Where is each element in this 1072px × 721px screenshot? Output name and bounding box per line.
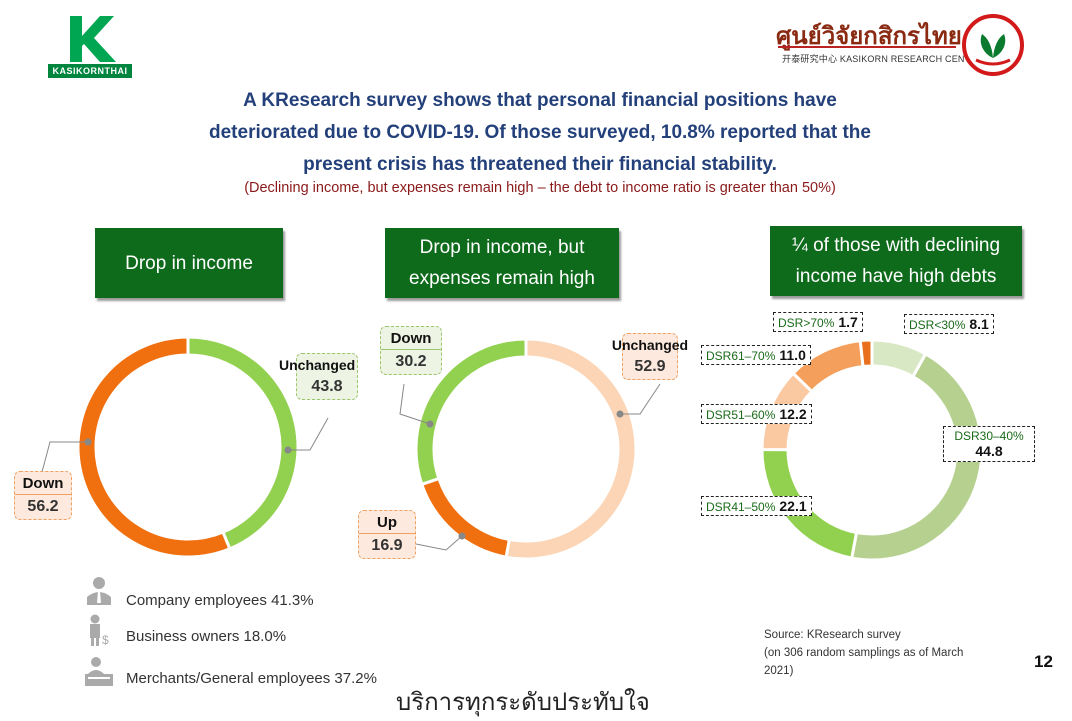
panel-3-title-line-2: income have high debts: [795, 266, 997, 287]
donut-chart-2: [414, 337, 638, 561]
label-c3-dsr-gt70-value: 1.7: [838, 314, 858, 330]
business-owner-icon: $: [90, 614, 109, 646]
occupation-merchants: Merchants/General employees 37.2%: [126, 670, 377, 687]
label-c2-unchanged-name: Unchanged: [611, 337, 689, 353]
donut-slice-up: [419, 476, 512, 559]
leader-dots: [84, 410, 624, 540]
label-c3-dsr-41-50-value: 22.1: [779, 498, 807, 514]
kasikornthai-text: KASIKORNTHAI: [48, 64, 132, 78]
label-c2-unchanged-value: 52.9: [634, 358, 666, 375]
label-c3-dsr-lt30-name: DSR<30%: [909, 318, 966, 332]
label-c3-dsr-61-70-value: 11.0: [779, 347, 806, 363]
label-c3-dsr-lt30-value: 8.1: [969, 316, 989, 332]
label-c2-unchanged: Unchanged 52.9: [612, 333, 688, 380]
label-c3-dsr-61-70-name: DSR61–70%: [706, 349, 776, 363]
leader-dot: [426, 420, 434, 428]
occupation-business-owners: Business owners 18.0%: [126, 628, 287, 645]
headline-line-1: A KResearch survey shows that personal f…: [243, 90, 837, 111]
donut-slice-down: [76, 335, 232, 559]
panel-2-title-line-2: expenses remain high: [409, 268, 595, 289]
source-note: Source: KResearch survey (on 306 random …: [764, 626, 1014, 680]
leader-dot: [84, 438, 92, 446]
svg-text:$: $: [102, 633, 109, 646]
kresearch-thai-name: ศูนย์วิจัยกสิกรไทย: [776, 21, 962, 50]
panel-2-title-line-1: Drop in income, but: [419, 237, 585, 258]
leader-c2-up: [415, 535, 463, 551]
headline-line-2: deteriorated due to COVID-19. Of those s…: [209, 122, 871, 143]
kbank-seal-icon: [962, 14, 1024, 76]
label-c2-down-name: Down: [381, 327, 441, 350]
leader-dot: [458, 532, 466, 540]
merchant-icon: [85, 657, 113, 686]
donut-slice-unchanged: [504, 337, 638, 561]
donut-slice-dsr-70-: [858, 338, 874, 369]
donut-slice-down: [414, 337, 528, 487]
label-c3-dsr-51-60: DSR51–60% 12.2: [701, 404, 812, 424]
label-c1-unchanged-name: Unchanged: [279, 357, 356, 373]
label-c3-dsr-41-50-name: DSR41–50%: [706, 500, 776, 514]
label-c2-up-name: Up: [359, 511, 415, 534]
source-line-3: 2021): [764, 665, 794, 677]
leader-c2-unchanged: [620, 383, 661, 415]
source-line-1: Source: KResearch survey: [764, 629, 901, 641]
kresearch-subname: 开泰研究中心 KASIKORN RESEARCH CENTER: [782, 54, 984, 64]
label-c1-down-value: 56.2: [27, 498, 59, 515]
label-c2-up: Up 16.9: [358, 510, 416, 559]
logo-divider: [778, 46, 956, 48]
headline-line-3: present crisis has threatened their fina…: [303, 154, 777, 175]
label-c3-dsr-51-60-value: 12.2: [779, 406, 807, 422]
label-c3-dsr-41-50: DSR41–50% 22.1: [701, 496, 812, 516]
headline-subtitle: (Declining income, but expenses remain h…: [244, 180, 836, 196]
panel-3-title-line-1: ¼ of those with declining: [791, 235, 1001, 256]
label-c3-dsr-gt70-name: DSR>70%: [778, 316, 835, 330]
k-logo-icon: [70, 16, 116, 62]
donut-chart-1: [76, 335, 300, 559]
label-c3-dsr-30-40-value: 44.8: [975, 443, 1003, 459]
panel-1-title: Drop in income: [125, 252, 253, 274]
label-c1-unchanged-value: 43.8: [311, 378, 343, 395]
leader-dot: [284, 446, 292, 454]
occupation-company-employees: Company employees 41.3%: [126, 592, 314, 609]
label-c3-dsr-61-70: DSR61–70% 11.0: [701, 345, 811, 365]
panel-title-expenses-high: Drop in income, but expenses remain high: [385, 228, 619, 298]
leader-lines: [41, 383, 661, 551]
label-c3-dsr-lt30: DSR<30% 8.1: [904, 314, 994, 334]
label-c3-dsr-gt70: DSR>70% 1.7: [773, 312, 863, 332]
leader-dot: [616, 410, 624, 418]
label-c2-down-value: 30.2: [395, 353, 427, 370]
leader-c1-unchanged: [288, 417, 329, 451]
source-line-2: (on 306 random samplings as of March: [764, 647, 964, 659]
label-c2-down: Down 30.2: [380, 326, 442, 375]
leader-c1-down: [41, 441, 88, 473]
panel-title-drop-in-income: Drop in income: [95, 228, 283, 298]
label-c3-dsr-30-40: DSR30–40% 44.8: [943, 426, 1035, 462]
footer-slogan: บริการทุกระดับประทับใจ: [396, 688, 650, 716]
label-c1-down: Down 56.2: [14, 471, 72, 520]
headline: A KResearch survey shows that personal f…: [140, 85, 940, 181]
label-c1-down-name: Down: [15, 472, 71, 495]
label-c3-dsr-30-40-name: DSR30–40%: [954, 429, 1024, 443]
page-number: 12: [1034, 652, 1053, 671]
label-c3-dsr-51-60-name: DSR51–60%: [706, 408, 776, 422]
panel-title-high-debts: ¼ of those with declining income have hi…: [770, 226, 1022, 296]
leader-c2-down: [399, 383, 431, 425]
label-c1-unchanged: Unchanged 43.8: [279, 353, 358, 400]
employee-icon: [87, 577, 111, 605]
kasikornthai-logo: KASIKORNTHAI: [48, 12, 132, 78]
label-c2-up-value: 16.9: [371, 537, 403, 554]
